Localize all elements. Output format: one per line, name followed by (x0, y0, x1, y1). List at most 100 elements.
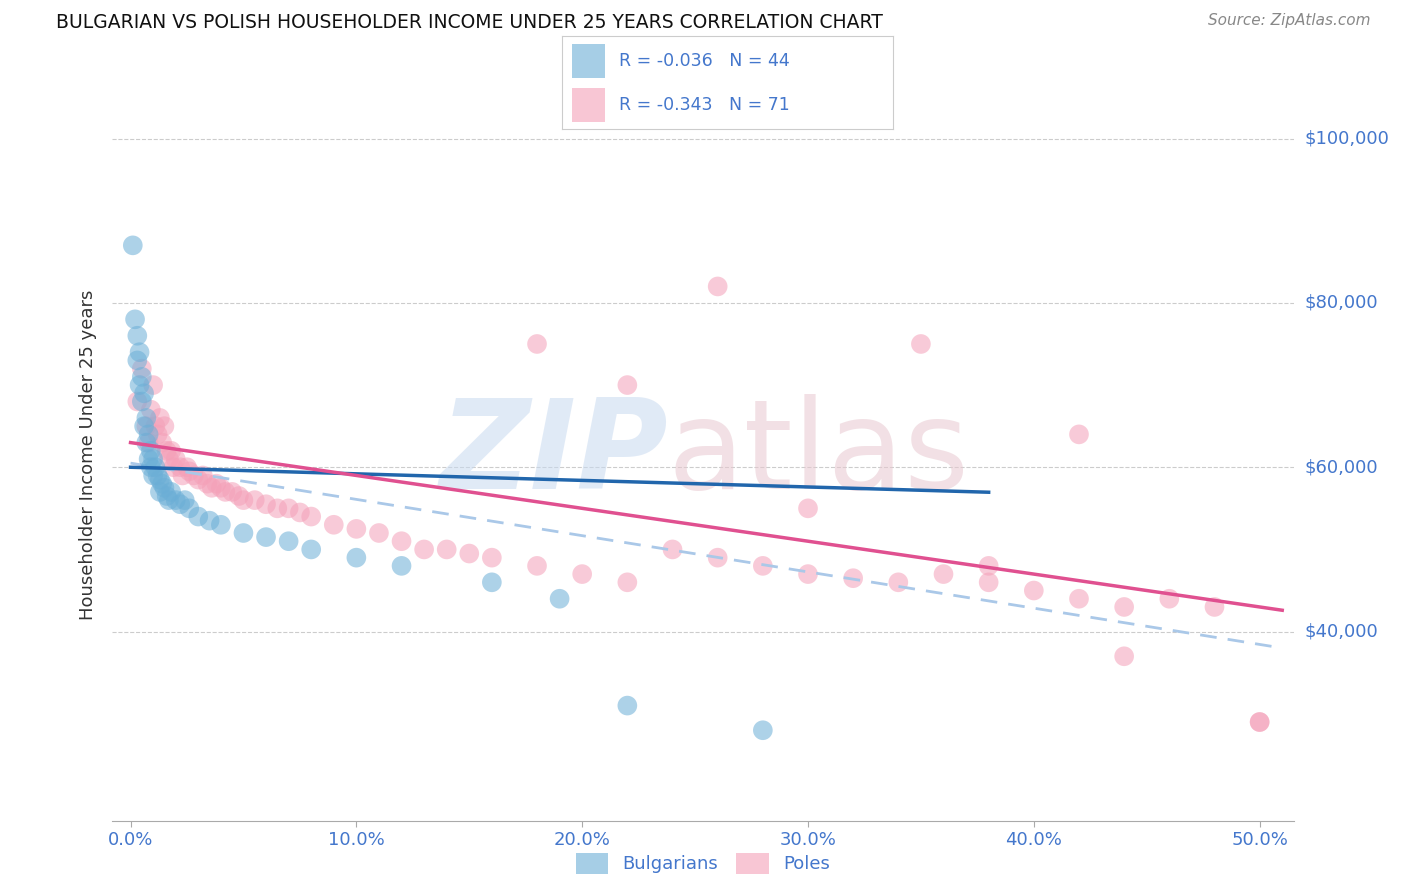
Point (157, 493, 180, 508)
Text: $40,000: $40,000 (1305, 623, 1378, 640)
Point (887, 575, 910, 590)
Point (139, 402, 162, 417)
FancyBboxPatch shape (572, 44, 606, 78)
Point (344, 550, 367, 565)
Text: R = -0.036   N = 44: R = -0.036 N = 44 (619, 52, 789, 70)
Point (1114, 649, 1136, 664)
Point (149, 484, 172, 499)
Point (797, 501, 820, 516)
Point (571, 567, 593, 582)
Point (173, 493, 195, 508)
Point (436, 542, 458, 557)
Point (150, 476, 173, 491)
Point (149, 473, 172, 487)
Point (127, 394, 149, 409)
Point (209, 481, 232, 495)
Point (138, 452, 160, 467)
Point (142, 378, 165, 392)
Point (413, 542, 436, 557)
Point (128, 378, 150, 392)
Point (221, 484, 243, 499)
Point (299, 542, 322, 557)
Point (706, 279, 728, 293)
Point (179, 501, 201, 516)
Point (214, 484, 236, 499)
Point (228, 489, 250, 503)
Point (288, 505, 311, 519)
Point (1249, 714, 1271, 729)
Point (526, 337, 548, 351)
Point (752, 558, 775, 573)
Text: atlas: atlas (668, 394, 970, 516)
Point (165, 493, 187, 508)
Legend: Bulgarians, Poles: Bulgarians, Poles (568, 846, 838, 881)
Point (121, 238, 143, 252)
Point (183, 468, 205, 483)
Point (706, 550, 728, 565)
Point (458, 547, 481, 561)
Point (160, 443, 183, 458)
Point (232, 526, 254, 541)
Point (153, 419, 176, 434)
Point (146, 427, 169, 442)
Point (157, 452, 180, 467)
Point (368, 526, 391, 541)
Point (176, 460, 198, 475)
Point (156, 489, 179, 503)
Point (209, 517, 232, 532)
Point (205, 476, 228, 491)
Point (172, 468, 194, 483)
Point (135, 435, 157, 450)
Point (138, 427, 160, 442)
Point (266, 501, 288, 516)
Point (145, 460, 167, 475)
Point (752, 723, 775, 738)
Point (128, 345, 150, 359)
Point (616, 698, 638, 713)
Point (481, 550, 503, 565)
Point (1159, 591, 1181, 606)
Point (932, 567, 955, 582)
Point (146, 468, 169, 483)
Point (254, 497, 277, 511)
Point (145, 419, 167, 434)
Point (201, 481, 224, 495)
Point (138, 435, 160, 450)
Text: R = -0.343   N = 71: R = -0.343 N = 71 (619, 96, 789, 114)
Point (797, 567, 820, 582)
Point (526, 558, 548, 573)
Point (548, 591, 571, 606)
Text: BULGARIAN VS POLISH HOUSEHOLDER INCOME UNDER 25 YEARS CORRELATION CHART: BULGARIAN VS POLISH HOUSEHOLDER INCOME U… (56, 13, 883, 32)
Point (169, 460, 191, 475)
Text: $80,000: $80,000 (1305, 293, 1378, 312)
Point (195, 476, 218, 491)
Point (254, 530, 277, 544)
Point (162, 460, 184, 475)
Point (132, 419, 155, 434)
Point (165, 452, 187, 467)
Text: ZIP: ZIP (439, 394, 668, 516)
Point (391, 558, 413, 573)
Point (131, 394, 153, 409)
Point (1067, 591, 1090, 606)
FancyBboxPatch shape (572, 88, 606, 122)
Point (277, 534, 299, 549)
Point (135, 411, 157, 425)
Text: $60,000: $60,000 (1305, 458, 1378, 476)
Point (1022, 583, 1045, 598)
Point (1067, 427, 1090, 442)
Point (153, 481, 176, 495)
Point (139, 460, 162, 475)
Point (142, 468, 165, 483)
Point (1114, 599, 1136, 614)
Point (187, 509, 209, 524)
Text: $100,000: $100,000 (1305, 129, 1389, 147)
Point (187, 473, 209, 487)
Point (160, 484, 183, 499)
Point (179, 464, 201, 478)
Text: Source: ZipAtlas.com: Source: ZipAtlas.com (1208, 13, 1371, 29)
Point (977, 575, 1000, 590)
Point (232, 493, 254, 508)
Point (481, 575, 503, 590)
Point (391, 534, 413, 549)
